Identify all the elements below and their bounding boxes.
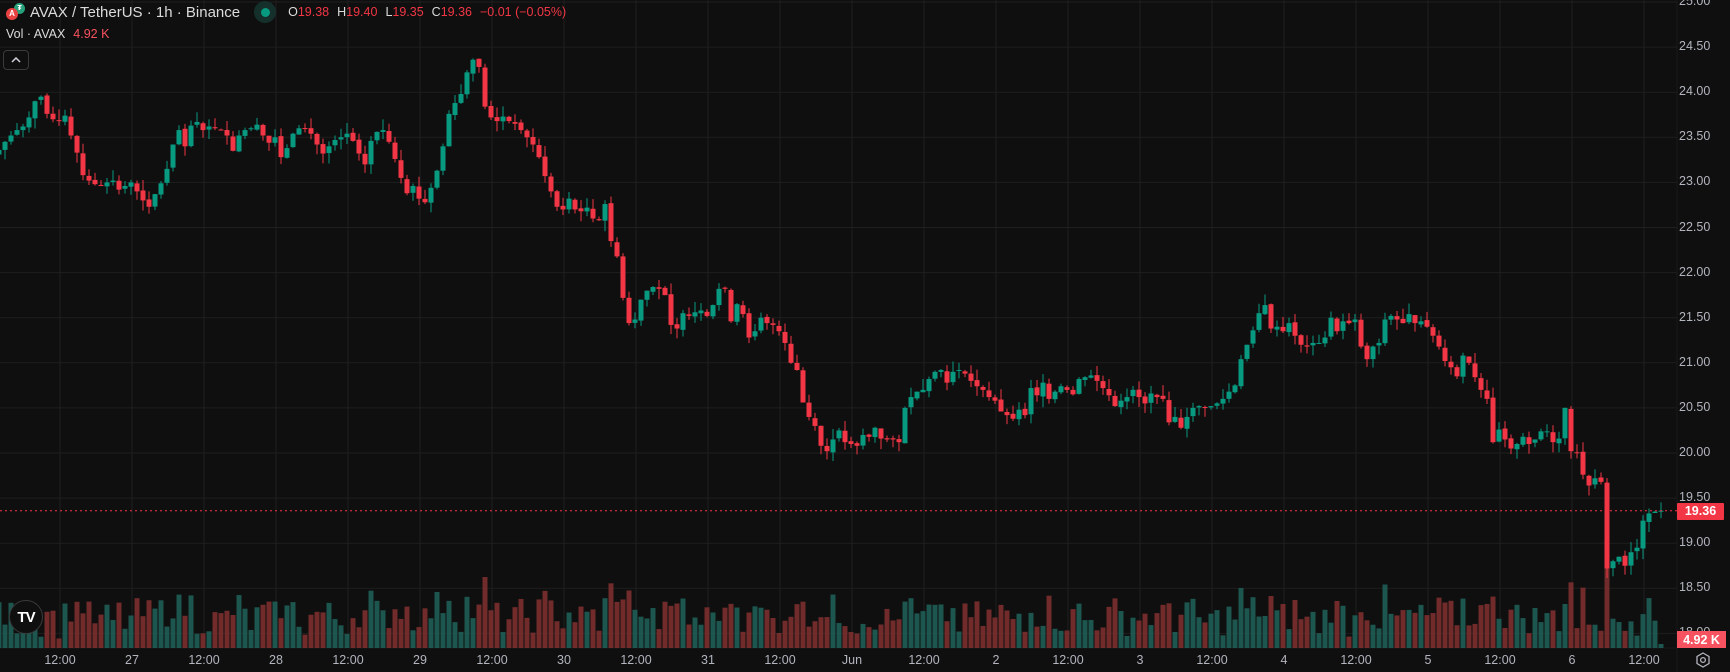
price-label: 21.50: [1679, 309, 1711, 324]
low-value: 19.35: [392, 5, 424, 19]
settings-gear-icon[interactable]: [1695, 652, 1711, 668]
time-label: 29: [413, 653, 427, 667]
volume-value: 4.92 K: [73, 27, 110, 41]
market-status-icon[interactable]: [254, 1, 277, 23]
symbol-title[interactable]: AVAX / TetherUS · 1h · Binance: [30, 3, 241, 21]
time-label: 30: [557, 653, 571, 667]
time-label: 12:00: [1196, 653, 1228, 667]
high-value: 19.40: [346, 5, 378, 19]
time-label: 12:00: [1340, 653, 1372, 667]
avax-logo-icon: A: [6, 8, 18, 20]
time-label: 12:00: [764, 653, 796, 667]
time-label: Jun: [841, 653, 863, 667]
time-label: 31: [701, 653, 715, 667]
price-label: 22.50: [1679, 219, 1711, 234]
time-label: 12:00: [476, 653, 508, 667]
time-label: 12:00: [1484, 653, 1516, 667]
time-label: 12:00: [1052, 653, 1084, 667]
time-label: 2: [992, 653, 1000, 667]
ohlc-values: O19.38 H19.40 L19.35 C19.36 −0.01 (−0.05…: [288, 5, 567, 19]
price-label: 18.50: [1679, 580, 1711, 595]
time-label: 27: [125, 653, 139, 667]
volume-legend[interactable]: Vol · AVAX 4.92 K: [6, 27, 109, 41]
price-label: 23.00: [1679, 174, 1711, 189]
tether-logo-icon: ₮: [14, 3, 25, 14]
price-label: 20.50: [1679, 399, 1711, 414]
time-label: 12:00: [620, 653, 652, 667]
price-label: 23.50: [1679, 129, 1711, 144]
price-label: 19.50: [1679, 490, 1711, 505]
price-label: 24.00: [1679, 84, 1711, 99]
change-value: −0.01 (−0.05%): [479, 5, 567, 19]
open-value: 19.38: [297, 5, 330, 19]
price-label: 19.00: [1679, 535, 1711, 550]
symbol-logo-icon: ₮ A: [4, 2, 26, 22]
time-label: 4: [1280, 653, 1288, 667]
price-label: 25.00: [1679, 0, 1711, 8]
time-label: 12:00: [44, 653, 76, 667]
price-label: 24.50: [1679, 39, 1711, 54]
chevron-up-icon: [11, 57, 21, 63]
time-label: 5: [1424, 653, 1432, 667]
collapse-legend-button[interactable]: [3, 50, 29, 70]
time-label: 12:00: [188, 653, 220, 667]
time-label: 12:00: [908, 653, 940, 667]
time-label: 6: [1568, 653, 1576, 667]
price-label: 20.00: [1679, 445, 1711, 459]
close-value: 19.36: [440, 5, 472, 19]
last-volume-badge: 4.92 K: [1677, 631, 1726, 648]
tradingview-logo-icon[interactable]: TV: [9, 600, 43, 634]
time-label: 12:00: [332, 653, 364, 667]
volume-label: Vol · AVAX: [6, 27, 66, 41]
price-label: 22.00: [1679, 264, 1711, 279]
time-label: 3: [1136, 653, 1144, 667]
symbol-legend[interactable]: ₮ A AVAX / TetherUS · 1h · Binance O19.3…: [4, 1, 567, 23]
time-label: 28: [269, 653, 283, 667]
time-label: 12:00: [1628, 653, 1660, 667]
price-label: 21.00: [1679, 354, 1711, 369]
last-price-badge: 19.36: [1677, 502, 1724, 520]
